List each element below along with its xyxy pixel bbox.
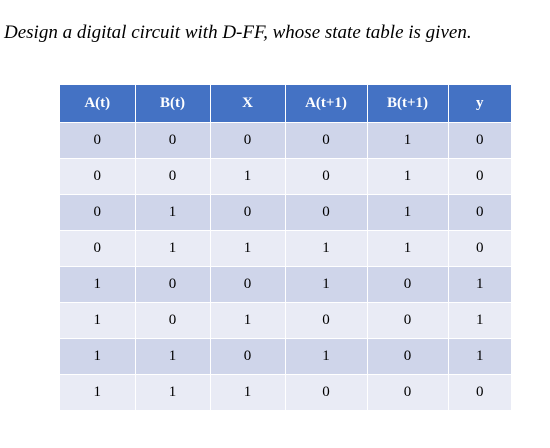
table-cell: 1 — [135, 194, 211, 231]
table-cell: 1 — [367, 194, 449, 231]
table-cell: 1 — [448, 266, 511, 303]
table-cell: 0 — [367, 302, 449, 339]
table-cell: 1 — [60, 338, 136, 375]
table-cell: 0 — [285, 158, 368, 195]
header-b-next: B(t+1) — [367, 85, 449, 123]
table-cell: 1 — [135, 374, 211, 410]
table-cell: 0 — [135, 266, 211, 303]
table-cell: 0 — [285, 302, 368, 339]
table-cell: 1 — [285, 266, 368, 303]
table-cell: 0 — [135, 122, 211, 159]
table-cell: 0 — [285, 122, 368, 159]
table-row: 0 0 1 0 1 0 — [60, 158, 511, 195]
table-cell: 0 — [367, 266, 449, 303]
table-row: 1 0 0 1 0 1 — [60, 266, 511, 303]
table-cell: 0 — [210, 194, 286, 231]
table-cell: 0 — [448, 374, 511, 410]
table-cell: 1 — [448, 302, 511, 339]
table-cell: 0 — [448, 194, 511, 231]
table-cell: 1 — [135, 230, 211, 267]
table-header-row: A(t) B(t) X A(t+1) B(t+1) y — [60, 85, 511, 123]
table-cell: 0 — [367, 338, 449, 375]
table-row: 1 0 1 0 0 1 — [60, 302, 511, 339]
table-cell: 0 — [135, 158, 211, 195]
table-cell: 1 — [60, 302, 136, 339]
table-cell: 0 — [60, 194, 136, 231]
table-cell: 1 — [367, 230, 449, 267]
table-cell: 0 — [285, 374, 368, 410]
table-cell: 1 — [285, 230, 368, 267]
table-cell: 0 — [367, 374, 449, 410]
table-cell: 1 — [448, 338, 511, 375]
header-a-t: A(t) — [60, 85, 136, 123]
table-row: 1 1 0 1 0 1 — [60, 338, 511, 375]
table-cell: 1 — [367, 158, 449, 195]
table-row: 0 1 1 1 1 0 — [60, 230, 511, 267]
table-cell: 0 — [448, 230, 511, 267]
table-cell: 0 — [448, 122, 511, 159]
table-cell: 0 — [60, 230, 136, 267]
table-cell: 1 — [210, 302, 286, 339]
header-b-t: B(t) — [135, 85, 211, 123]
table-cell: 0 — [210, 266, 286, 303]
table-cell: 0 — [60, 122, 136, 159]
table-cell: 1 — [60, 374, 136, 410]
table-row: 0 1 0 0 1 0 — [60, 194, 511, 231]
table-cell: 1 — [60, 266, 136, 303]
table-cell: 0 — [285, 194, 368, 231]
table-cell: 0 — [135, 302, 211, 339]
table-cell: 0 — [210, 122, 286, 159]
table-cell: 1 — [135, 338, 211, 375]
header-x: X — [210, 85, 286, 123]
table-cell: 0 — [210, 338, 286, 375]
table-cell: 0 — [60, 158, 136, 195]
table-cell: 1 — [285, 338, 368, 375]
table-cell: 1 — [210, 230, 286, 267]
table-cell: 1 — [367, 122, 449, 159]
state-table: A(t) B(t) X A(t+1) B(t+1) y 0 0 0 0 1 0 … — [60, 85, 511, 410]
header-a-next: A(t+1) — [285, 85, 368, 123]
table-cell: 1 — [210, 158, 286, 195]
table-row: 1 1 1 0 0 0 — [60, 374, 511, 410]
table-cell: 1 — [210, 374, 286, 410]
page-title: Design a digital circuit with D-FF, whos… — [4, 22, 472, 43]
header-y: y — [448, 85, 511, 123]
table-row: 0 0 0 0 1 0 — [60, 122, 511, 159]
table-cell: 0 — [448, 158, 511, 195]
